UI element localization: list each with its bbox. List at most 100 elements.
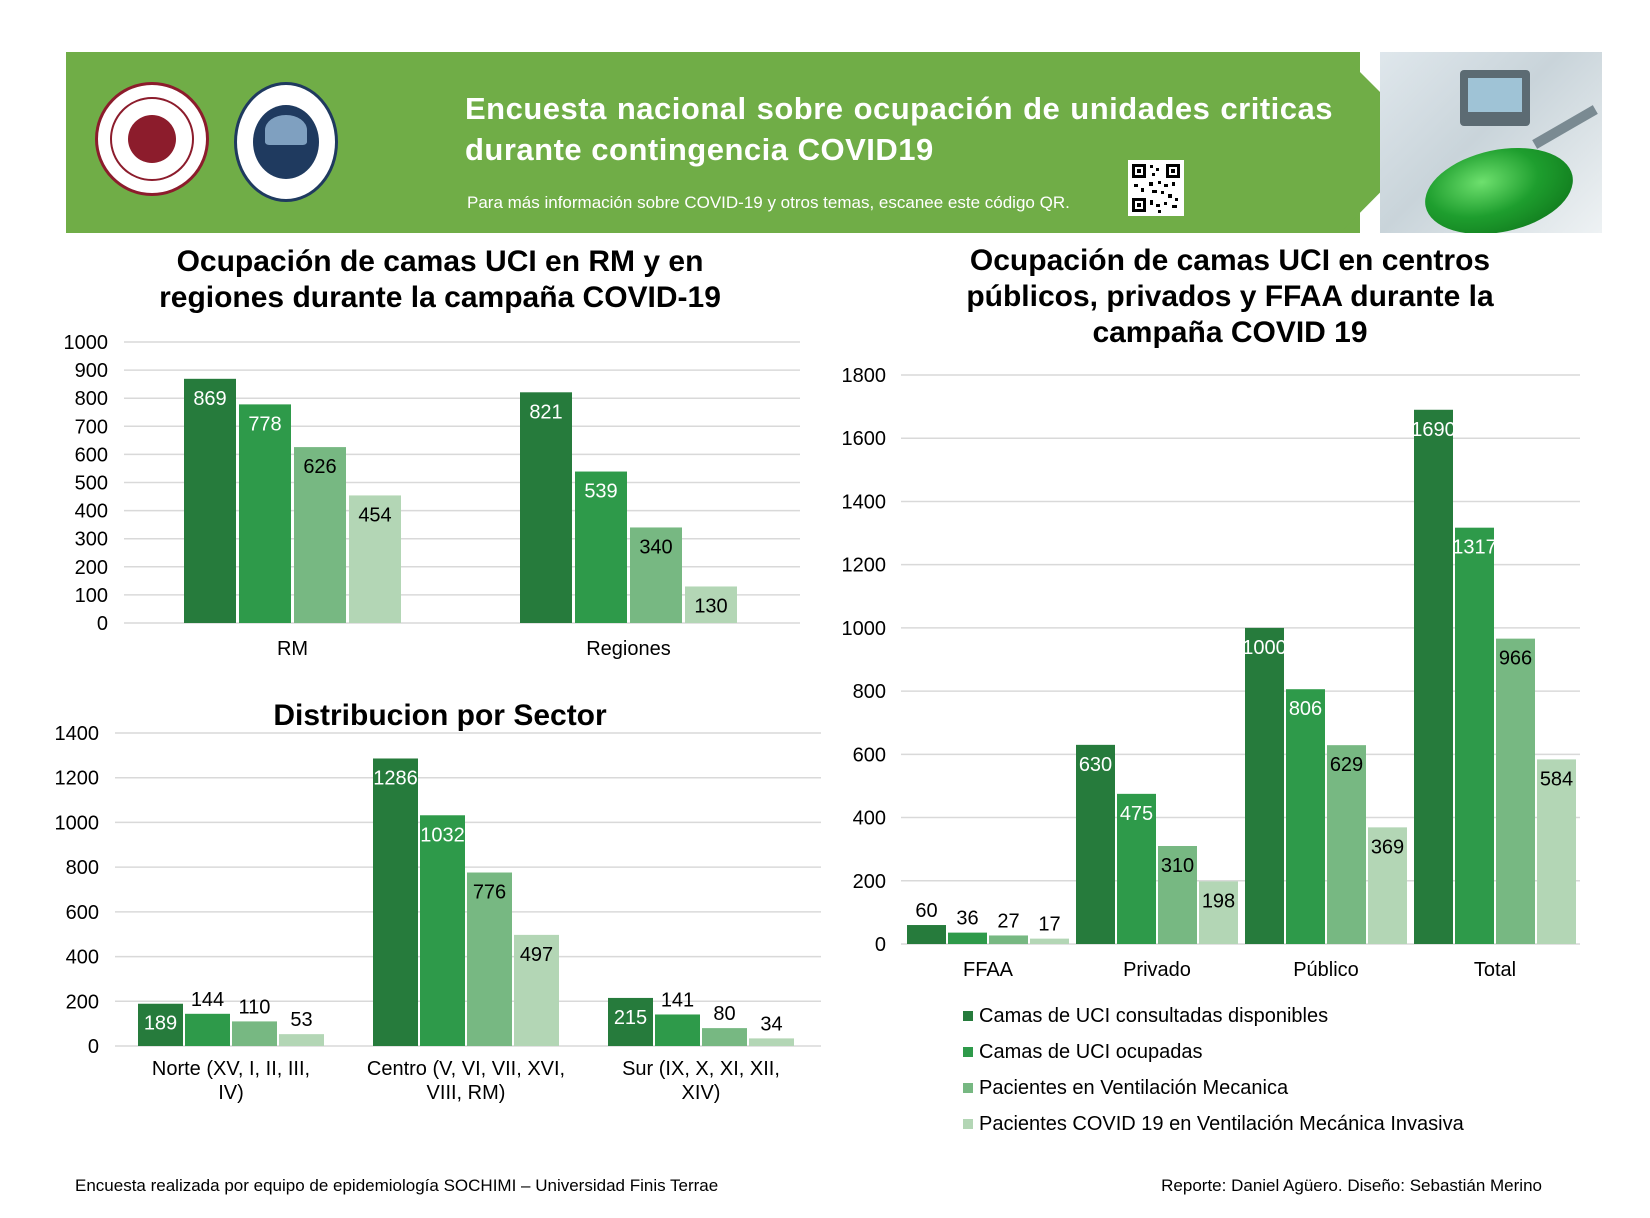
y-tick-label: 500 (75, 473, 108, 495)
data-label: 36 (956, 908, 978, 930)
y-tick-label: 800 (66, 857, 99, 879)
data-label: 630 (1079, 754, 1112, 776)
y-tick-label: 1400 (55, 723, 100, 745)
x-category-label: FFAA (963, 959, 1014, 981)
bar (349, 495, 401, 623)
bar (1199, 881, 1238, 944)
bar (1286, 689, 1325, 944)
chart3-legend: Camas de UCI consultadas disponibles Cam… (963, 998, 1464, 1142)
data-label: 806 (1289, 698, 1322, 720)
y-tick-label: 1600 (842, 428, 887, 450)
data-label: 17 (1038, 914, 1060, 936)
y-tick-label: 1000 (64, 332, 109, 354)
data-label: 475 (1120, 803, 1153, 825)
y-tick-label: 1200 (55, 768, 100, 790)
data-label: 1690 (1411, 419, 1456, 441)
bar (420, 815, 465, 1046)
x-category-label: Privado (1123, 959, 1191, 981)
y-tick-label: 900 (75, 360, 108, 382)
data-label: 34 (760, 1013, 782, 1035)
chart3-title: Ocupación de camas UCI en centros públic… (966, 244, 1494, 349)
y-tick-label: 0 (88, 1036, 99, 1058)
bar (702, 1028, 747, 1046)
y-tick-label: 1000 (55, 812, 100, 834)
finis-terrae-logo (234, 82, 338, 202)
x-category-label: Total (1474, 959, 1516, 981)
y-tick-label: 800 (853, 681, 886, 703)
data-label: 310 (1161, 855, 1194, 877)
data-label: 1317 (1452, 537, 1497, 559)
data-label: 454 (358, 504, 391, 526)
y-tick-label: 1200 (842, 555, 887, 577)
bar (608, 997, 653, 1046)
bar (749, 1038, 794, 1046)
x-category-label: Norte (XV, I, II, III, IV) (152, 1058, 310, 1104)
bar (467, 872, 512, 1046)
legend-swatch (963, 1083, 973, 1093)
data-label: 966 (1499, 648, 1532, 670)
data-label: 1000 (1242, 637, 1287, 659)
header-title: Encuesta nacional sobre ocupación de uni… (465, 91, 1333, 167)
bar (232, 1021, 277, 1046)
data-label: 626 (303, 456, 336, 478)
bar (630, 527, 682, 623)
bar (279, 1034, 324, 1046)
x-category-label: Centro (V, VI, VII, XVI, VIII, RM) (367, 1058, 565, 1104)
qr-code-icon[interactable] (1128, 160, 1184, 216)
ventilator-photo (1380, 52, 1602, 233)
data-label: 60 (915, 900, 937, 922)
bar (1414, 409, 1453, 944)
data-label: 821 (529, 401, 562, 423)
data-label: 1286 (373, 767, 418, 789)
bar (1496, 638, 1535, 944)
bar (1327, 745, 1366, 944)
y-tick-label: 800 (75, 388, 108, 410)
legend-item: Camas de UCI consultadas disponibles (963, 998, 1464, 1034)
legend-label: Camas de UCI ocupadas (979, 1040, 1203, 1063)
bar (685, 586, 737, 623)
y-tick-label: 400 (853, 808, 886, 830)
bar (1158, 846, 1197, 944)
y-tick-label: 300 (75, 529, 108, 551)
legend-label: Camas de UCI consultadas disponibles (979, 1004, 1329, 1027)
y-tick-label: 1400 (842, 491, 887, 513)
header-subtitle: Para más información sobre COVID-19 y ot… (467, 193, 1070, 212)
y-tick-label: 1800 (842, 365, 887, 387)
data-label: 130 (694, 595, 727, 617)
bar (1455, 527, 1494, 944)
bar (907, 925, 946, 944)
bar (989, 935, 1028, 944)
y-tick-label: 200 (853, 871, 886, 893)
bar (520, 392, 572, 623)
footer-credit-left: Encuesta realizada por equipo de epidemi… (75, 1176, 719, 1195)
bar (1537, 759, 1576, 944)
sochimi-logo (95, 82, 209, 196)
bar (1245, 627, 1284, 944)
data-label: 198 (1202, 890, 1235, 912)
chart1-title: Ocupación de camas UCI en RM y en region… (159, 245, 721, 314)
data-label: 215 (614, 1007, 647, 1029)
data-label: 369 (1371, 836, 1404, 858)
data-label: 584 (1540, 768, 1573, 790)
data-label: 539 (584, 481, 617, 503)
bar (185, 1013, 230, 1046)
bar (373, 758, 418, 1046)
data-label: 141 (661, 989, 694, 1011)
x-category-label: RM (277, 638, 308, 660)
legend-swatch (963, 1119, 973, 1129)
data-label: 80 (713, 1003, 735, 1025)
legend-label: Pacientes COVID 19 en Ventilación Mecáni… (979, 1112, 1464, 1135)
data-label: 189 (144, 1013, 177, 1035)
bar (1030, 938, 1069, 944)
footer-credit-right: Reporte: Daniel Agüero. Diseño: Sebastiá… (1161, 1176, 1542, 1195)
bar (1117, 793, 1156, 944)
data-label: 1032 (420, 824, 465, 846)
legend-swatch (963, 1011, 973, 1021)
legend-label: Pacientes en Ventilación Mecanica (979, 1076, 1289, 1099)
x-category-label: Sur (IX, X, XI, XII, XIV) (622, 1058, 780, 1104)
data-label: 776 (473, 882, 506, 904)
y-tick-label: 600 (75, 444, 108, 466)
bar (948, 932, 987, 944)
bar (514, 934, 559, 1046)
